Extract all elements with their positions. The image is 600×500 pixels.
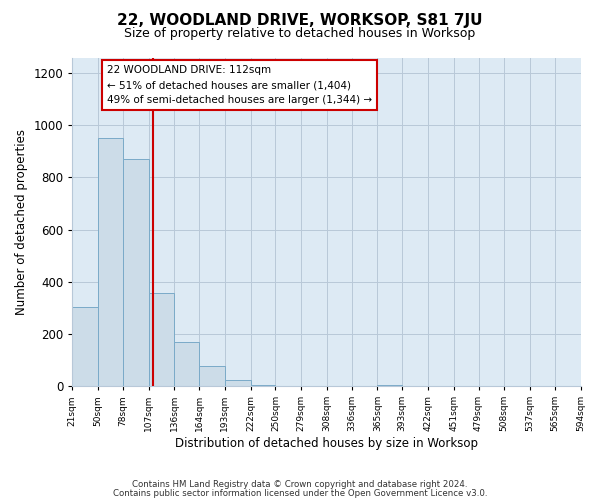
Bar <box>175 342 199 386</box>
Bar <box>98 138 123 386</box>
Text: Contains public sector information licensed under the Open Government Licence v3: Contains public sector information licen… <box>113 488 487 498</box>
Bar <box>149 294 175 386</box>
Bar <box>225 380 251 386</box>
Text: Contains HM Land Registry data © Crown copyright and database right 2024.: Contains HM Land Registry data © Crown c… <box>132 480 468 489</box>
Bar <box>73 306 98 386</box>
Bar <box>251 384 275 386</box>
Y-axis label: Number of detached properties: Number of detached properties <box>15 129 28 315</box>
Bar <box>199 366 225 386</box>
Text: 22 WOODLAND DRIVE: 112sqm
← 51% of detached houses are smaller (1,404)
49% of se: 22 WOODLAND DRIVE: 112sqm ← 51% of detac… <box>107 66 372 105</box>
Text: Size of property relative to detached houses in Worksop: Size of property relative to detached ho… <box>124 28 476 40</box>
Bar <box>123 159 149 386</box>
X-axis label: Distribution of detached houses by size in Worksop: Distribution of detached houses by size … <box>175 437 478 450</box>
Bar <box>377 384 402 386</box>
Text: 22, WOODLAND DRIVE, WORKSOP, S81 7JU: 22, WOODLAND DRIVE, WORKSOP, S81 7JU <box>117 12 483 28</box>
